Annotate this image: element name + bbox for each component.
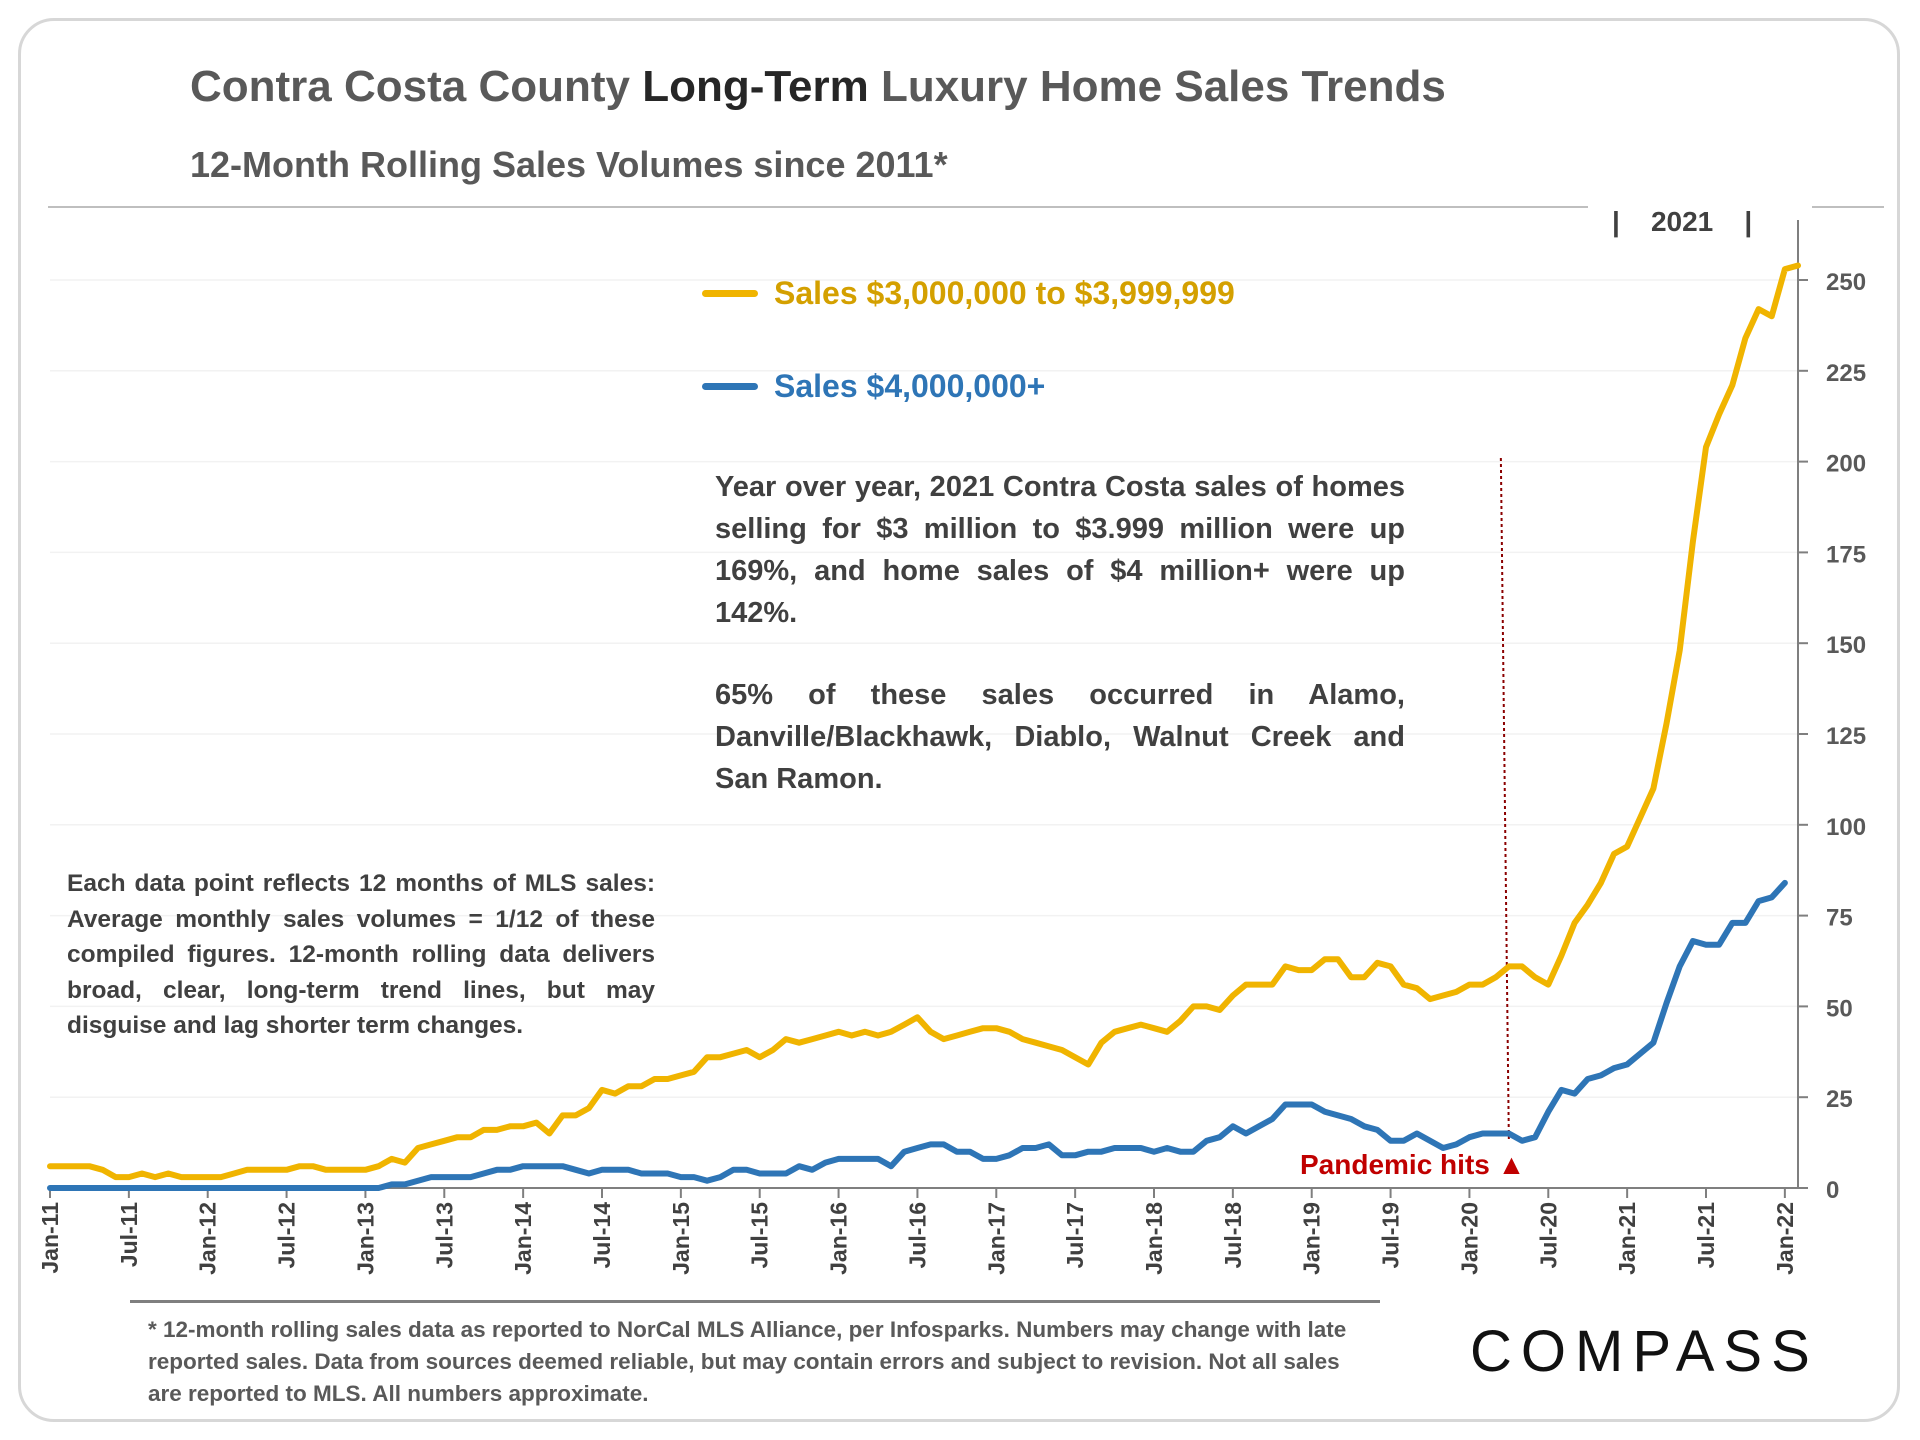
pandemic-label: Pandemic hits: [1300, 1149, 1490, 1180]
x-tick-label: Jul-18: [1220, 1202, 1246, 1269]
y-tick-label: 200: [1826, 451, 1866, 478]
x-tick-label: Jul-11: [116, 1202, 142, 1267]
x-tick-label: Jan-13: [352, 1202, 378, 1275]
chart-subtitle: 12-Month Rolling Sales Volumes since 201…: [190, 144, 948, 185]
x-tick-label: Jul-13: [431, 1202, 457, 1268]
x-tick-label: Jan-21: [1614, 1202, 1640, 1275]
legend-swatch-gold: [702, 290, 758, 297]
x-tick-label: Jan-22: [1772, 1202, 1798, 1275]
chart-title: Contra Costa County Long-Term Luxury Hom…: [190, 62, 1446, 112]
y-tick-label: 175: [1826, 541, 1866, 568]
footer-divider: [130, 1300, 1380, 1303]
y-tick-label: 150: [1826, 632, 1866, 659]
y-tick-label: 250: [1826, 269, 1866, 296]
methodology-note: Each data point reflects 12 months of ML…: [67, 870, 655, 1039]
year-2021-label: | 2021 |: [1612, 206, 1753, 237]
x-tick-label: Jan-15: [668, 1202, 694, 1275]
annotation-paragraph-2: 65% of these sales occurred in Alamo, Da…: [715, 679, 1405, 795]
header-divider: [48, 206, 1588, 208]
title-part-1: Contra Costa County: [190, 62, 643, 111]
x-tick-label: Jan-18: [1141, 1202, 1167, 1275]
legend-label-blue: Sales $4,000,000+: [774, 368, 1046, 404]
title-emphasis: Long-Term: [642, 62, 869, 111]
x-tick-label: Jan-20: [1456, 1202, 1482, 1275]
x-tick-label: Jul-17: [1062, 1202, 1088, 1268]
compass-logo: COMPASS: [1470, 1319, 1819, 1384]
x-tick-label: Jul-12: [274, 1202, 300, 1268]
x-tick-label: Jul-20: [1535, 1202, 1561, 1268]
legend-item-gold: Sales $3,000,000 to $3,999,999: [702, 275, 1235, 312]
legend-label-gold: Sales $3,000,000 to $3,999,999: [774, 275, 1235, 311]
pandemic-reference-line: [1499, 457, 1510, 1141]
header-divider-right: [1812, 206, 1884, 208]
series-line-4m-plus: [47, 879, 1788, 1191]
legend-item-blue: Sales $4,000,000+: [702, 368, 1045, 405]
x-tick-label: Jan-12: [195, 1202, 221, 1275]
y-tick-label: 75: [1826, 905, 1853, 932]
legend-swatch-blue: [702, 383, 758, 390]
x-tick-label: Jul-21: [1693, 1202, 1719, 1269]
y-tick-label: 0: [1826, 1177, 1839, 1204]
footnote: * 12-month rolling sales data as reporte…: [148, 1317, 1347, 1406]
x-tick-label: Jul-19: [1378, 1202, 1404, 1268]
x-tick-label: Jan-19: [1299, 1202, 1325, 1275]
series-line-3m-to-4m: [47, 262, 1801, 1181]
y-tick-label: 125: [1826, 723, 1866, 750]
x-tick-label: Jul-15: [747, 1202, 773, 1269]
pandemic-annotation: Pandemic hits ▲: [1300, 1149, 1525, 1181]
title-part-3: Luxury Home Sales Trends: [868, 62, 1446, 111]
pandemic-triangle-icon: ▲: [1497, 1149, 1526, 1180]
y-tick-label: 25: [1826, 1086, 1853, 1113]
y-tick-label: 100: [1826, 814, 1866, 841]
x-tick-label: Jan-17: [983, 1202, 1009, 1275]
y-tick-label: 225: [1826, 360, 1866, 387]
x-tick-label: Jul-16: [904, 1202, 930, 1268]
annotation-paragraph-1: Year over year, 2021 Contra Costa sales …: [715, 471, 1405, 629]
y-tick-label: 50: [1826, 995, 1853, 1022]
x-tick-label: Jan-14: [510, 1202, 536, 1275]
x-tick-label: Jan-11: [37, 1202, 63, 1274]
annotation-textbox: Year over year, 2021 Contra Costa sales …: [715, 466, 1405, 840]
x-tick-label: Jan-16: [826, 1202, 852, 1275]
x-tick-label: Jul-14: [589, 1202, 615, 1269]
